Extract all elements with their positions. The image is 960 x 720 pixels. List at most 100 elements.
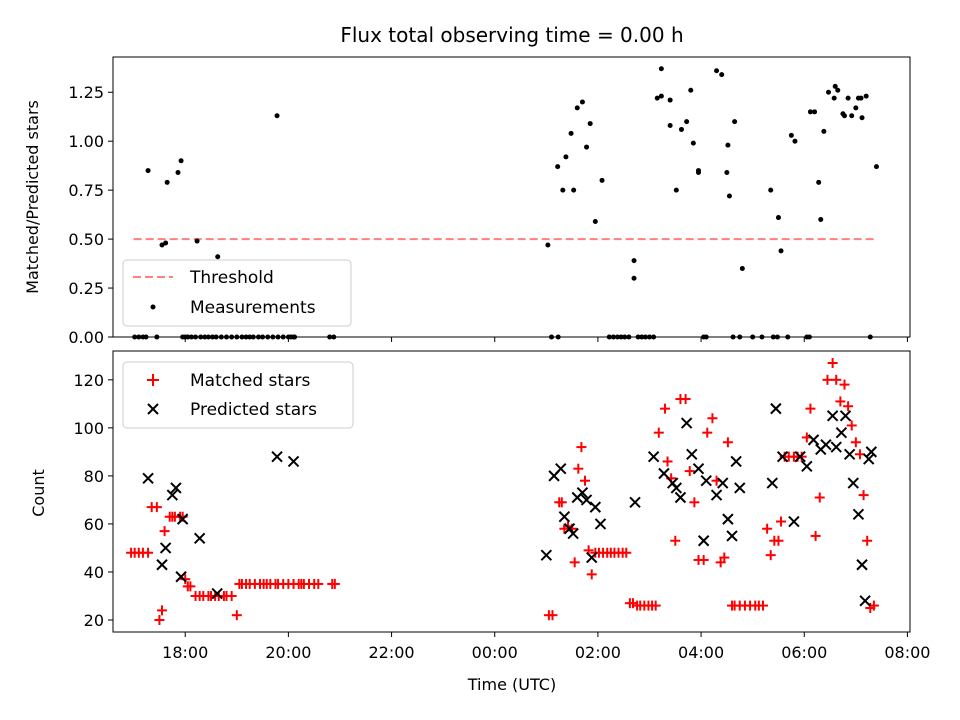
predicted-star-point: [287, 455, 300, 468]
measurement-point: [690, 140, 696, 146]
matched-star-point: [180, 574, 191, 585]
measurement-point: [807, 109, 813, 115]
measurement-point: [726, 193, 732, 199]
measurement-point: [725, 142, 731, 148]
measurement-point: [835, 87, 841, 93]
measurement-point: [719, 72, 725, 78]
matched-star-point: [776, 516, 787, 527]
x-axis-label: Time (UTC): [467, 675, 556, 694]
predicted-star-point: [692, 462, 705, 475]
measurement-point: [563, 154, 569, 160]
matched-star-point: [556, 497, 567, 508]
predicted-star-point: [726, 530, 738, 542]
measurement-point: [739, 265, 745, 271]
measurement-point: [821, 128, 827, 134]
matched-star-point: [827, 358, 838, 369]
matched-star-point: [650, 600, 661, 611]
predicted-star-point: [674, 491, 687, 504]
predicted-star-point: [170, 482, 182, 494]
measurement-point: [560, 187, 566, 193]
measurement-point: [684, 119, 690, 125]
matched-star-point: [854, 449, 865, 460]
matched-star-point: [154, 614, 165, 625]
matched-star-point: [822, 374, 833, 385]
top-y-tick-label: 1.25: [68, 83, 104, 102]
measurement-point: [584, 144, 590, 150]
predicted-star-point: [156, 559, 168, 571]
matched-star-point: [580, 475, 591, 486]
matched-star-point: [547, 610, 558, 621]
bottom-y-tick-label: 80: [84, 467, 104, 486]
bottom-y-tick-label: 120: [73, 371, 104, 390]
matched-star-point: [151, 502, 162, 513]
matched-star-point: [157, 605, 168, 616]
matched-star-point: [576, 442, 587, 453]
measurement-point: [667, 123, 673, 129]
measurement-point: [688, 87, 694, 93]
top-y-tick-label: 1.00: [68, 132, 104, 151]
matched-star-point: [846, 420, 857, 431]
x-tick-label: 22:00: [369, 643, 415, 662]
measurement-point: [714, 68, 720, 74]
chart-title: Flux total observing time = 0.00 h: [340, 23, 683, 47]
predicted-star-point: [647, 450, 660, 463]
measurement-point: [825, 89, 831, 95]
predicted-star-point: [734, 482, 746, 494]
top-y-tick-label: 0.00: [68, 328, 104, 347]
measurement-point: [587, 121, 593, 127]
bottom-y-axis-label: Count: [29, 469, 48, 517]
matched-star-point: [810, 530, 821, 541]
measurement-point: [832, 83, 838, 89]
top-y-tick-label: 0.50: [68, 230, 104, 249]
predicted-star-point: [166, 489, 179, 501]
predicted-star-point: [830, 441, 842, 453]
predicted-star-point: [852, 508, 865, 521]
measurement-point: [178, 158, 184, 164]
bottom-y-tick-label: 60: [84, 515, 104, 534]
measurement-point: [818, 217, 824, 223]
measurement-point: [732, 119, 738, 125]
measurement-point: [788, 132, 794, 138]
top-y-tick-label: 0.25: [68, 279, 104, 298]
matched-star-point: [814, 492, 825, 503]
measurement-point: [678, 126, 684, 132]
measurement-point: [845, 95, 851, 101]
predicted-star-point: [555, 462, 567, 475]
predicted-star-point: [770, 402, 782, 415]
top-axes-frame: [112, 56, 911, 338]
x-tick-label: 08:00: [884, 643, 930, 662]
measurement-point: [724, 170, 730, 176]
matched-star-point: [862, 535, 873, 546]
predicted-star-point: [697, 535, 710, 547]
matched-star-point: [835, 396, 846, 407]
matched-star-point: [569, 557, 580, 568]
measurement-point: [853, 105, 859, 111]
measurement-point: [274, 113, 280, 119]
measurement-point: [831, 95, 837, 101]
predicted-star-point: [594, 518, 607, 530]
predicted-star-point: [540, 549, 553, 561]
measurement-point: [873, 164, 879, 170]
measurement-point: [545, 242, 551, 248]
matched-star-point: [805, 403, 816, 414]
measurement-point: [592, 218, 598, 224]
predicted-star-point: [271, 450, 283, 463]
predicted-star-point: [586, 551, 598, 564]
predicted-star-point: [159, 542, 172, 554]
measurement-point: [816, 179, 822, 185]
x-tick-label: 18:00: [162, 643, 208, 662]
predicted-star-point: [558, 511, 571, 523]
predicted-star-point: [863, 453, 875, 465]
predicted-star-point: [176, 513, 189, 525]
matched-star-point: [185, 581, 196, 592]
matched-star-point: [684, 466, 695, 477]
matched-star-point: [843, 401, 854, 412]
matched-star-point: [143, 547, 154, 558]
bottom-y-tick-label: 100: [73, 419, 104, 438]
predicted-star-point: [856, 559, 868, 571]
measurement-point: [164, 179, 170, 185]
bottom-legend: Matched stars Predicted stars: [122, 361, 354, 429]
predicted-star-point: [776, 450, 789, 463]
